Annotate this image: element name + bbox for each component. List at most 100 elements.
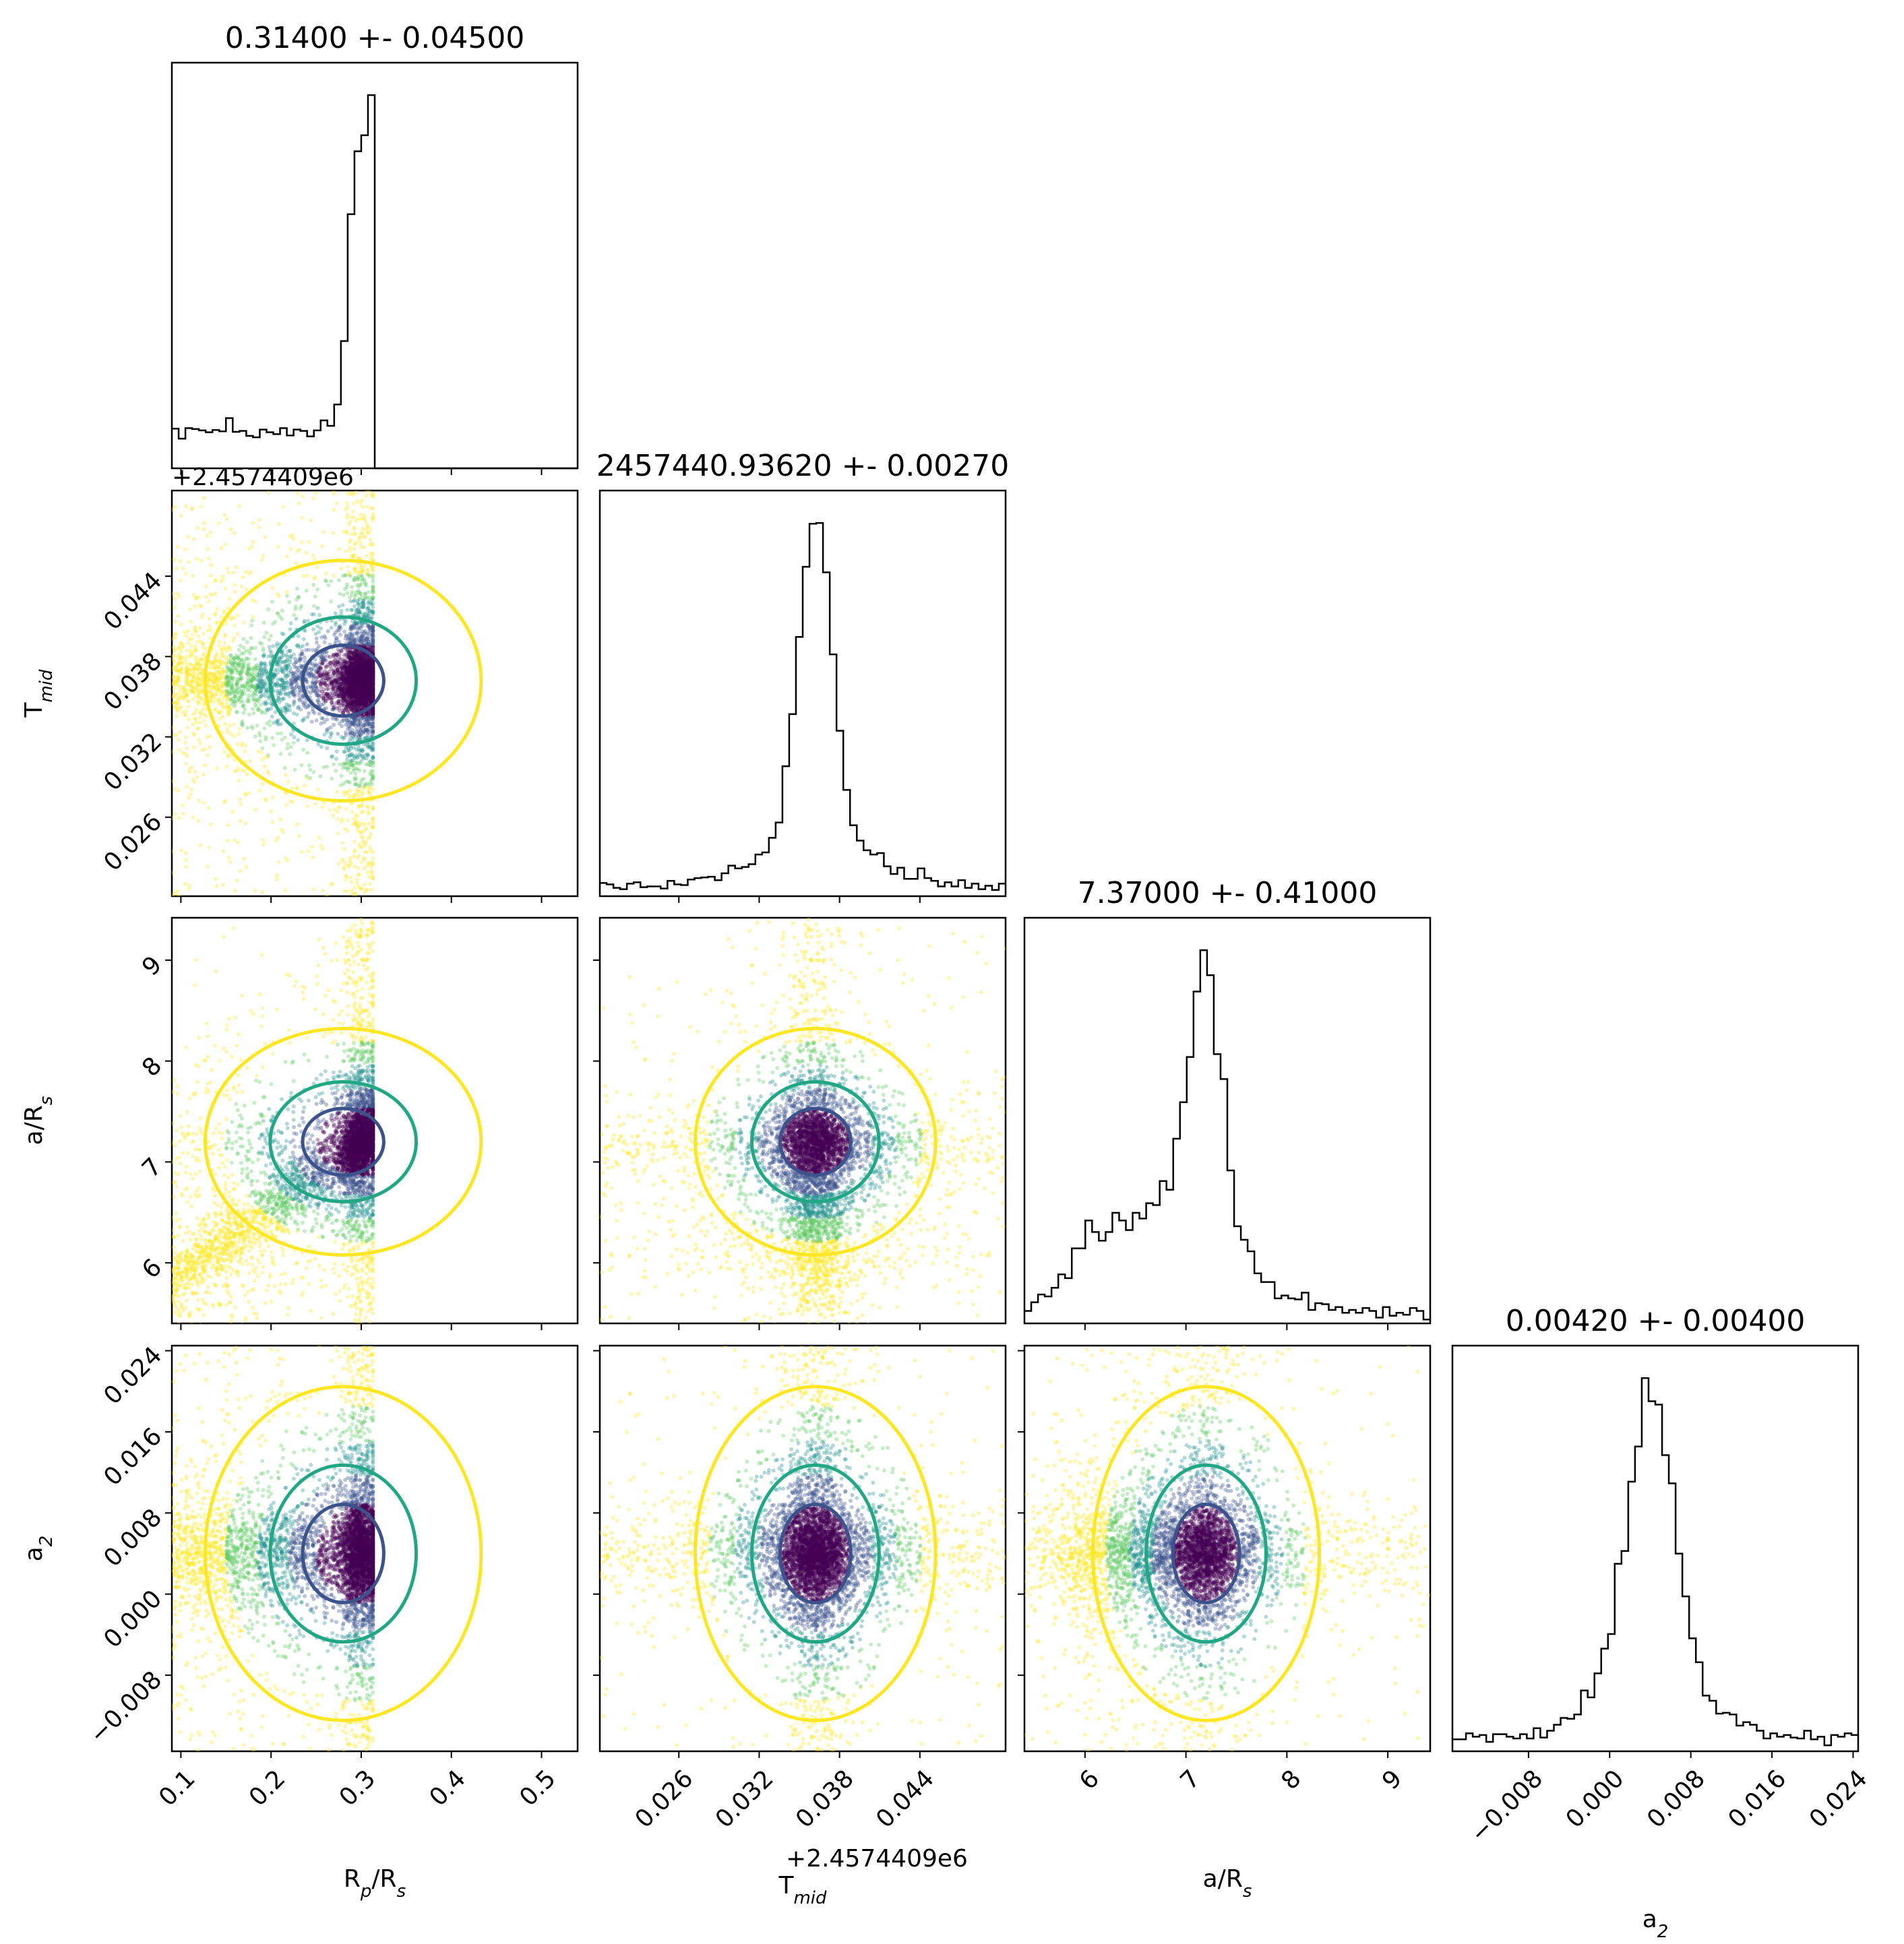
scatter-point [345,757,350,761]
scatter-point [317,836,321,840]
scatter-point [175,654,179,659]
scatter-point [324,764,329,769]
scatter-point [197,696,202,701]
scatter-point [226,570,231,575]
scatter-point [197,679,202,683]
scatter-point [218,696,222,701]
scatter-point [350,491,355,496]
scatter-point [361,505,365,509]
scatter-point [214,620,218,625]
scatter-point [232,734,237,739]
scatter-point [345,591,350,596]
scatter-point [366,530,371,535]
scatter-point [340,603,345,608]
scatter-point [355,877,359,882]
scatter-point [284,590,289,594]
scatter-point [243,821,248,826]
scatter-point [211,679,216,684]
scatter-point [221,683,226,687]
scatter-point [204,714,208,718]
scatter-point [177,815,181,820]
scatter-point [265,769,270,774]
scatter-point [276,594,281,598]
scatter-point [339,774,344,778]
scatter-point [360,804,365,809]
scatter-point [221,669,226,674]
scatter-point [219,702,224,707]
scatter-point [367,789,371,794]
scatter-point [198,658,203,663]
scatter-point [278,691,283,696]
scatter-point [184,683,189,687]
scatter-point [319,666,324,671]
scatter-point [270,644,275,648]
scatter-point [211,679,216,684]
scatter-point [191,712,195,717]
scatter-point [189,688,193,693]
scatter-point [346,564,350,569]
scatter-point [355,789,360,794]
scatter-point [330,881,335,886]
scatter-point [191,685,196,690]
scatter-point [185,699,189,703]
scatter-point [344,501,349,506]
scatter-point [371,807,375,811]
scatter-point [176,737,181,742]
scatter-point [206,806,211,811]
scatter-point [348,793,352,798]
scatter-point [181,644,186,649]
scatter-point [288,752,293,757]
scatter-point [195,819,200,823]
scatter-point [313,594,317,599]
scatter-point [201,801,206,805]
scatter-point [317,630,321,635]
scatter-point [279,731,284,736]
scatter-point [204,723,208,728]
scatter-point [173,632,177,637]
scatter-point [173,675,177,679]
scatter-point [226,855,231,860]
scatter-point [332,722,336,727]
scatter-point [191,671,195,676]
scatter-point [263,755,268,759]
scatter-point [352,515,357,520]
scatter-point [368,526,373,531]
scatter-point [216,664,221,669]
scatter-point [371,875,375,880]
scatter-point [359,803,363,808]
scatter-point [304,588,309,593]
scatter-point [369,869,373,874]
scatter-point [365,525,370,530]
scatter-point [203,763,208,767]
scatter-point [340,817,345,822]
scatter-point [173,635,177,640]
scatter-point [210,663,214,668]
scatter-point [174,566,179,571]
scatter-point [192,666,197,670]
scatter-point [354,518,359,523]
scatter-point [213,658,218,662]
scatter-point [196,691,201,695]
scatter-point [206,753,210,757]
scatter-point [261,649,266,654]
scatter-point [195,687,199,691]
scatter-point [290,800,295,805]
scatter-point [208,677,212,682]
scatter-point [237,778,241,783]
scatter-point [199,670,204,675]
scatter-point [201,631,206,636]
scatter-point [176,678,181,683]
scatter-point [371,492,375,497]
scatter-point [350,553,355,558]
scatter-point [343,587,348,592]
scatter-point [365,568,370,573]
scatter-point [247,688,252,693]
scatter-point [200,748,205,753]
scatter-point [355,499,360,504]
scatter-point [184,865,189,869]
scatter-point [223,722,228,726]
scatter-point [217,672,222,677]
histogram-step-tmid [600,522,1006,891]
scatter-point [282,765,287,770]
scatter-point [187,887,191,891]
